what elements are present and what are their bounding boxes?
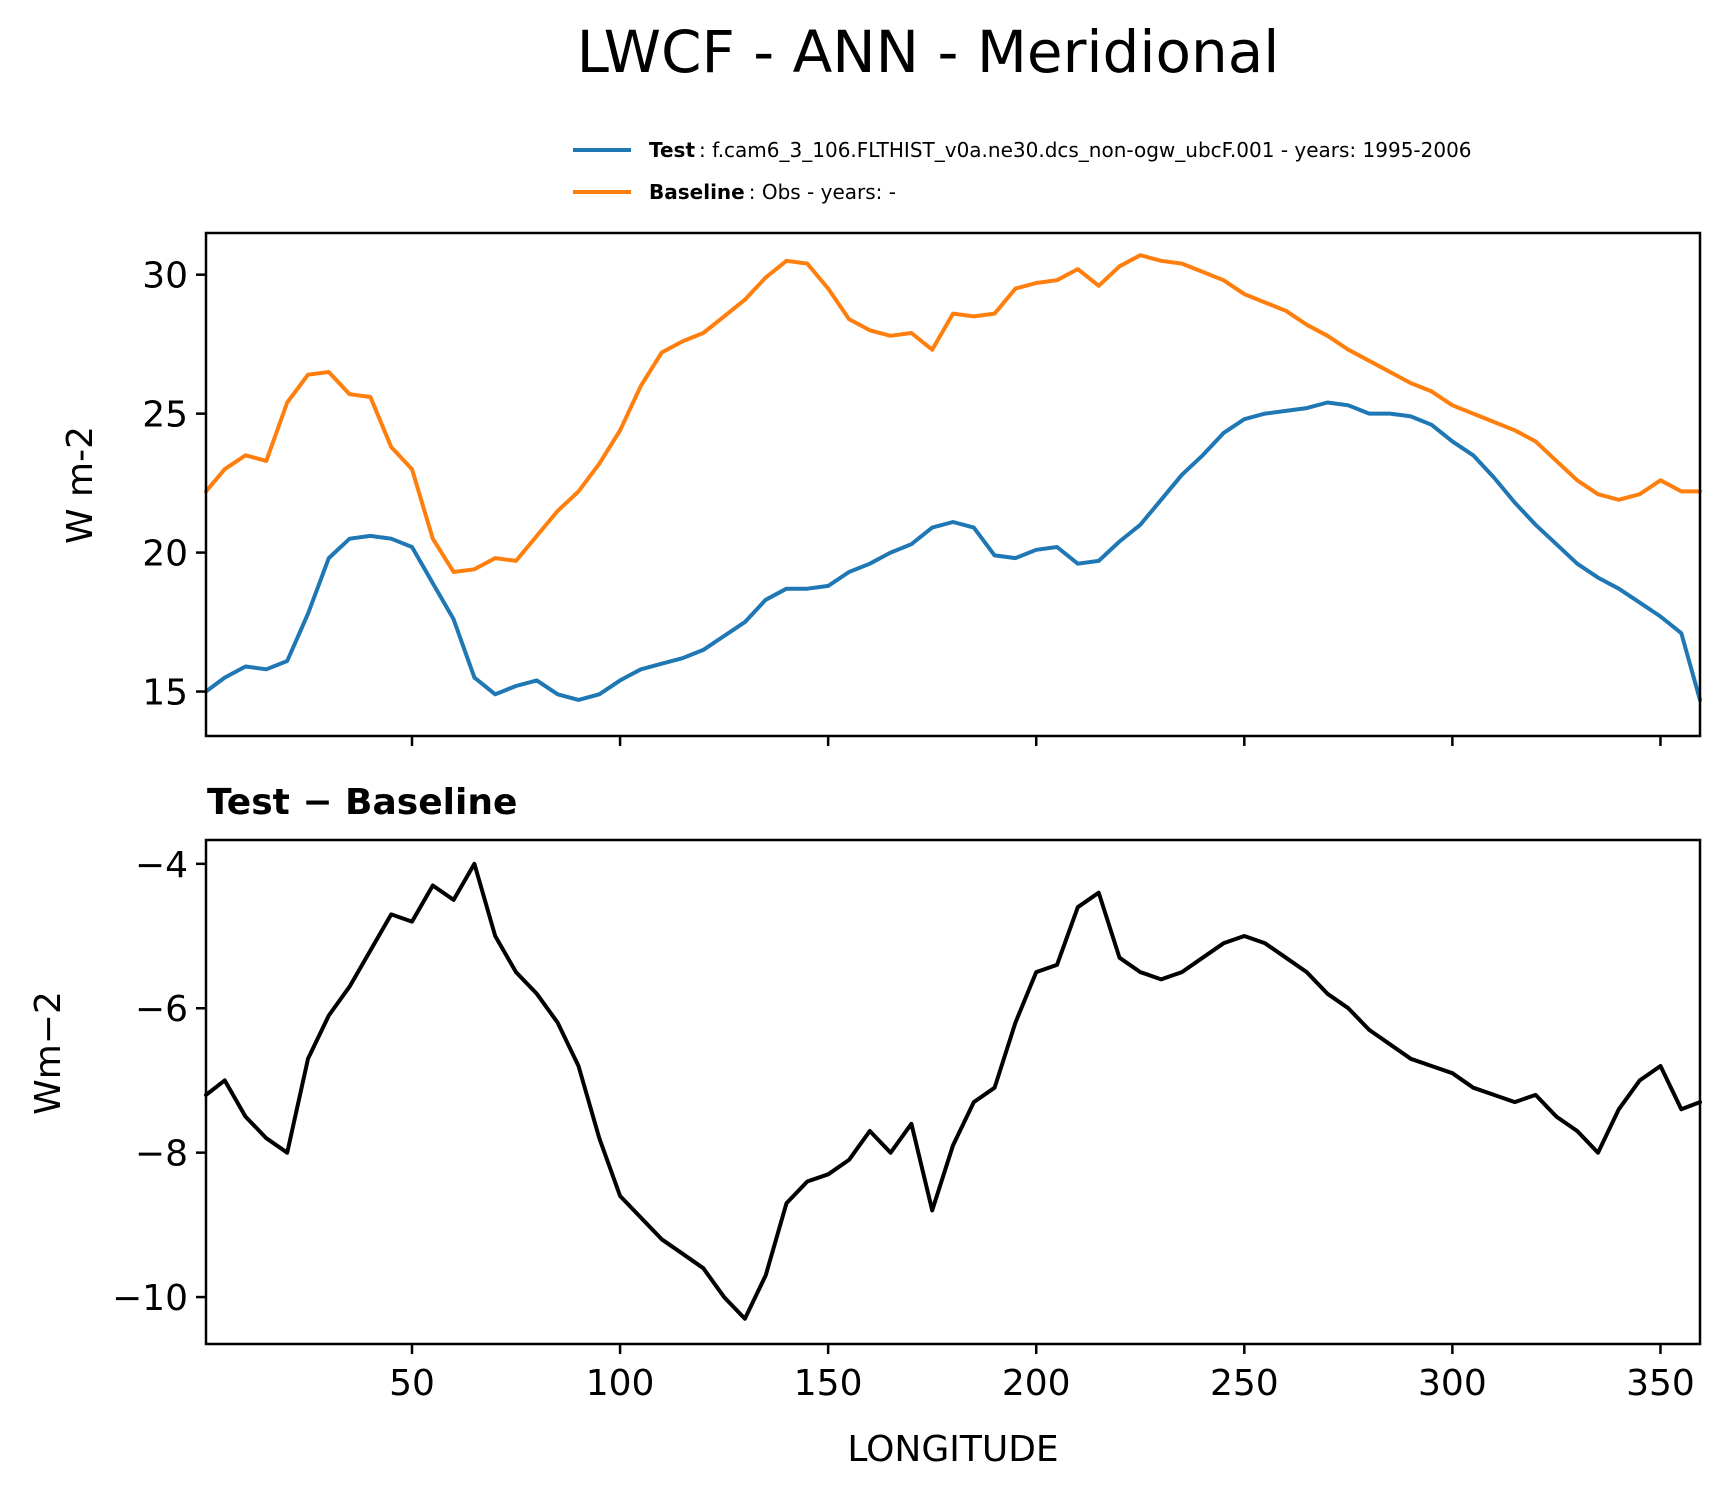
bottom-y-tick-label-neg4: −4 [135,845,188,886]
bottom-x-tick-label-50: 50 [389,1363,435,1404]
top-y-tick-label-25: 25 [142,395,188,436]
legend-test-label: Test: f.cam6_3_106.FLTHIST_v0a.ne30.dcs_… [649,138,1472,162]
top-x-ticks [410,736,1662,746]
x-axis-label: LONGITUDE [847,1429,1058,1470]
top-y-axis-label: W m-2 [60,426,101,544]
bottom-y-ticks: −4 −6 −8 −10 [112,845,206,1319]
bottom-x-ticks: 50 100 150 200 250 300 350 [389,1344,1695,1404]
bottom-y-axis-label-text: Wm−2 [28,991,69,1115]
top-y-ticks: 15 20 25 30 [142,256,206,714]
bottom-series-line-test-baseline [204,861,1702,1321]
top-panel: 15 20 25 30 W m-2 [60,231,1702,746]
bottom-x-tick-label-250: 250 [1210,1363,1279,1404]
legend-baseline-label: Baseline: Obs - years: - [649,180,896,204]
top-axes-frame [204,231,1702,738]
bottom-panel-title-text: Test − Baseline [207,782,517,823]
top-y-tick-label-30: 30 [142,256,188,297]
top-y-tick-label-15: 15 [142,673,188,714]
bottom-x-tick-label-200: 200 [1002,1363,1071,1404]
figure-title: LWCF - ANN - Meridional [577,18,1280,86]
bottom-panel-title: Test − Baseline [207,782,517,823]
bottom-panel: 50 100 150 200 250 300 350 −4 −6 −8 −10 LONGITUDE… [28,838,1702,1470]
bottom-x-tick-label-150: 150 [794,1363,863,1404]
bottom-x-tick-label-350: 350 [1626,1363,1695,1404]
top-series-group [204,253,1702,702]
top-series-line-test [204,400,1702,702]
bottom-y-tick-label-neg6: −6 [135,989,188,1030]
bottom-series-group [204,861,1702,1321]
bottom-y-tick-label-neg10: −10 [112,1278,188,1319]
bottom-y-axis-label: Wm−2 [28,991,69,1115]
bottom-x-tick-label-300: 300 [1418,1363,1487,1404]
bottom-axes-frame [204,838,1702,1346]
legend: Test: f.cam6_3_106.FLTHIST_v0a.ne30.dcs_… [573,138,1472,204]
bottom-y-tick-label-neg8: −8 [135,1134,188,1175]
top-y-tick-label-20: 20 [142,534,188,575]
bottom-x-tick-label-100: 100 [586,1363,655,1404]
top-series-line-baseline [204,253,1702,574]
